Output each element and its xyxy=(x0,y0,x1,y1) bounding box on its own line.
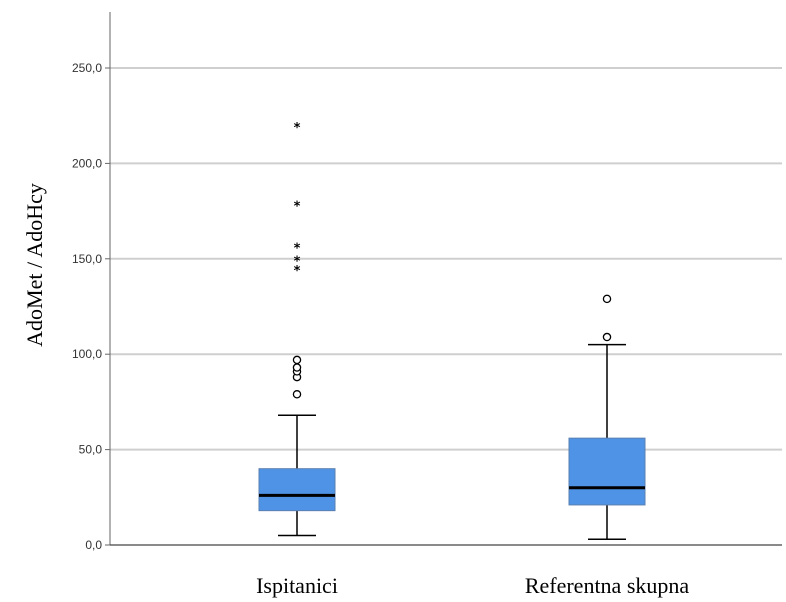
y-tick-label: 150,0 xyxy=(72,252,102,266)
outlier-point xyxy=(292,355,302,365)
extreme-point: * xyxy=(294,241,301,256)
category-label: Referentna skupna xyxy=(525,573,690,598)
outlier-point xyxy=(292,390,302,399)
category-label: Ispitanici xyxy=(256,573,338,598)
outlier-point xyxy=(602,332,612,342)
boxes: ***** xyxy=(258,121,646,541)
iqr-box xyxy=(568,437,646,506)
category-labels: Ispitanici Referentna skupna xyxy=(256,573,689,598)
y-tick-label: 0,0 xyxy=(85,538,102,552)
iqr-box xyxy=(258,468,336,512)
y-axis-ticks: 0,0 50,0 100,0 150,0 200,0 250,0 xyxy=(72,61,110,552)
y-axis-label: AdoMet / AdoHcy xyxy=(22,183,47,347)
outlier-point xyxy=(602,294,612,304)
y-tick-label: 100,0 xyxy=(72,347,102,361)
box-group-1: ***** xyxy=(258,121,336,537)
y-tick-label: 50,0 xyxy=(79,443,103,457)
y-tick-label: 250,0 xyxy=(72,61,102,75)
outlier-point xyxy=(292,363,302,372)
extreme-point: * xyxy=(294,199,301,214)
extreme-point: * xyxy=(294,255,301,270)
y-tick-label: 200,0 xyxy=(72,156,102,170)
extreme-point: * xyxy=(294,121,301,136)
box-group-2 xyxy=(568,294,646,541)
grid-lines xyxy=(110,67,782,451)
extreme-point: * xyxy=(294,264,301,279)
